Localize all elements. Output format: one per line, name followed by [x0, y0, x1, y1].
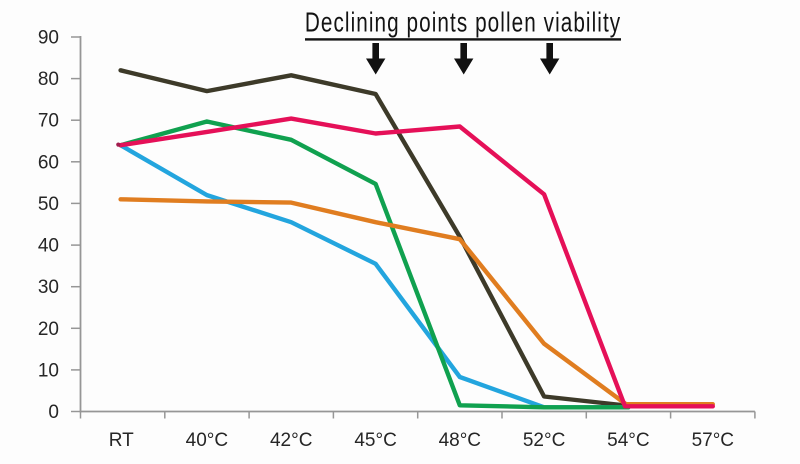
svg-text:48°C: 48°C	[439, 430, 481, 451]
svg-text:20: 20	[38, 319, 59, 340]
svg-text:52°C: 52°C	[523, 430, 565, 451]
svg-text:57°C: 57°C	[692, 430, 734, 451]
svg-text:Declining points pollen viabil: Declining points pollen viability	[305, 8, 621, 39]
svg-text:60: 60	[38, 152, 59, 173]
svg-text:40: 40	[38, 236, 59, 257]
svg-text:42°C: 42°C	[270, 430, 312, 451]
svg-text:0: 0	[48, 402, 59, 423]
svg-text:50: 50	[38, 194, 59, 215]
svg-text:30: 30	[38, 277, 59, 298]
svg-text:90: 90	[38, 28, 59, 49]
svg-text:54°C: 54°C	[607, 430, 649, 451]
svg-text:70: 70	[38, 111, 59, 132]
svg-text:40°C: 40°C	[186, 430, 228, 451]
svg-text:45°C: 45°C	[354, 430, 396, 451]
svg-text:RT: RT	[109, 430, 134, 451]
svg-text:80: 80	[38, 69, 59, 90]
svg-text:10: 10	[38, 360, 59, 381]
